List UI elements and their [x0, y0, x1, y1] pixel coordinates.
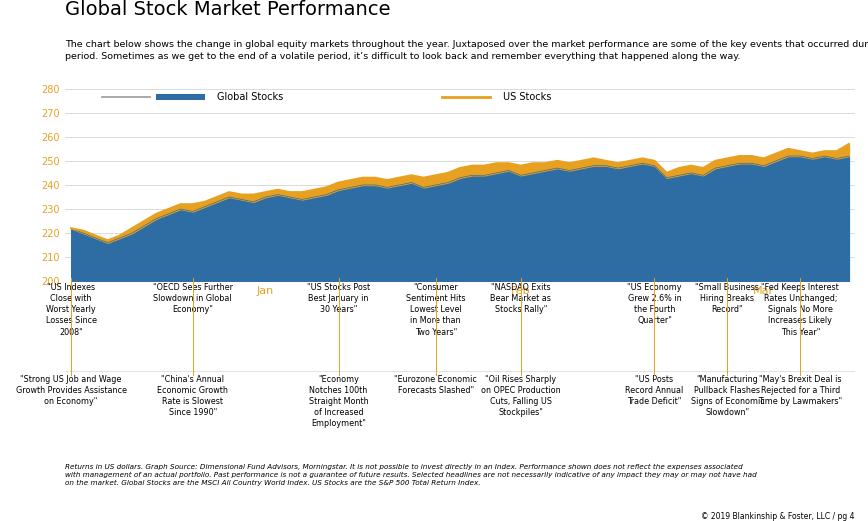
Text: "US Posts
Record Annual
Trade Deficit": "US Posts Record Annual Trade Deficit": [625, 375, 684, 406]
Text: "US Indexes
Close with
Worst Yearly
Losses Since
2008": "US Indexes Close with Worst Yearly Loss…: [46, 283, 96, 337]
Text: "China's Annual
Economic Growth
Rate is Slowest
Since 1990": "China's Annual Economic Growth Rate is …: [157, 375, 228, 417]
Text: "US Economy
Grew 2.6% in
the Fourth
Quarter": "US Economy Grew 2.6% in the Fourth Quar…: [628, 283, 681, 326]
Text: "OECD Sees Further
Slowdown in Global
Economy": "OECD Sees Further Slowdown in Global Ec…: [153, 283, 233, 314]
Text: Global Stock Market Performance: Global Stock Market Performance: [65, 0, 391, 19]
Text: "May's Brexit Deal is
Rejected for a Third
Time by Lawmakers": "May's Brexit Deal is Rejected for a Thi…: [759, 375, 842, 406]
Text: The chart below shows the change in global equity markets throughout the year. J: The chart below shows the change in glob…: [65, 40, 868, 61]
Text: Returns in US dollars. Graph Source: Dimensional Fund Advisors, Morningstar. It : Returns in US dollars. Graph Source: Dim…: [65, 464, 757, 486]
Text: "Small Business
Hiring Breaks
Record": "Small Business Hiring Breaks Record": [695, 283, 760, 314]
Text: "Oil Rises Sharply
on OPEC Production
Cuts, Falling US
Stockpiles": "Oil Rises Sharply on OPEC Production Cu…: [481, 375, 561, 417]
Text: © 2019 Blankinship & Foster, LLC / pg 4: © 2019 Blankinship & Foster, LLC / pg 4: [701, 512, 855, 521]
Bar: [156, 94, 205, 100]
Text: "NASDAQ Exits
Bear Market as
Stocks Rally": "NASDAQ Exits Bear Market as Stocks Rall…: [490, 283, 551, 314]
Text: "Eurozone Economic
Forecasts Slashed": "Eurozone Economic Forecasts Slashed": [394, 375, 477, 395]
Text: Global Stocks: Global Stocks: [217, 92, 283, 102]
Text: "Fed Keeps Interest
Rates Unchanged;
Signals No More
Increases Likely
This Year": "Fed Keeps Interest Rates Unchanged; Sig…: [761, 283, 839, 337]
Text: "Economy
Notches 100th
Straight Month
of Increased
Employment": "Economy Notches 100th Straight Month of…: [309, 375, 368, 428]
Text: "Strong US Job and Wage
Growth Provides Assistance
on Economy": "Strong US Job and Wage Growth Provides …: [16, 375, 127, 406]
Text: "US Stocks Post
Best January in
30 Years": "US Stocks Post Best January in 30 Years…: [307, 283, 370, 314]
Text: "Manufacturing
Pullback Flashes
Signs of Economic
Slowdown": "Manufacturing Pullback Flashes Signs of…: [691, 375, 764, 417]
Text: "Consumer
Sentiment Hits
Lowest Level
in More than
Two Years": "Consumer Sentiment Hits Lowest Level in…: [406, 283, 465, 337]
Text: US Stocks: US Stocks: [503, 92, 551, 102]
